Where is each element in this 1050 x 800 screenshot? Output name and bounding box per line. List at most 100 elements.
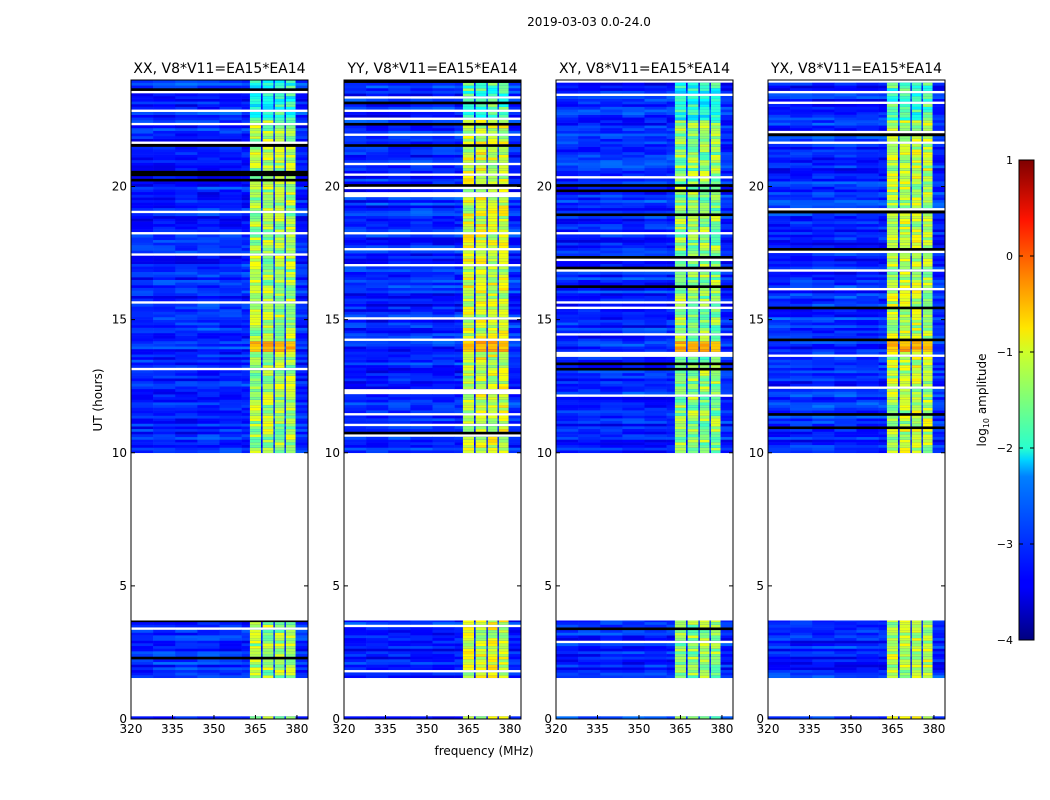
heatmap-cell <box>487 629 498 633</box>
heatmap-cell <box>175 138 198 142</box>
heatmap-cell <box>175 223 198 227</box>
heatmap-cell <box>600 338 623 342</box>
heatmap-cell <box>131 175 154 179</box>
heatmap-cell <box>462 197 474 201</box>
heatmap-cell <box>687 277 699 280</box>
heatmap-cell <box>432 675 455 679</box>
heatmap-cell <box>710 431 721 435</box>
heatmap-cell <box>175 242 198 246</box>
heatmap-cell <box>498 664 522 668</box>
heatmap-cell <box>262 330 274 334</box>
heatmap-cell <box>388 146 411 150</box>
heatmap-cell <box>622 143 645 147</box>
heatmap-cell <box>674 407 686 411</box>
heatmap-cell <box>710 330 721 334</box>
heatmap-cell <box>498 396 509 400</box>
heatmap-cell <box>487 351 498 355</box>
heatmap-cell <box>366 119 389 123</box>
heatmap-cell <box>366 199 389 203</box>
heatmap-cell <box>249 444 261 448</box>
heatmap-cell <box>197 202 220 206</box>
heatmap-cell <box>285 450 296 454</box>
heatmap-cell <box>410 335 433 339</box>
heatmap-cell <box>487 141 498 145</box>
heatmap-cell <box>131 261 154 265</box>
heatmap-cell <box>710 146 721 150</box>
heatmap-cell <box>600 635 623 639</box>
heatmap-cell <box>249 439 261 443</box>
heatmap-cell <box>131 282 154 286</box>
heatmap-cell <box>285 146 296 150</box>
heatmap-cell <box>249 442 261 446</box>
heatmap-cell <box>556 367 733 371</box>
heatmap-cell <box>498 151 522 155</box>
heatmap-cell <box>366 277 389 280</box>
heatmap-cell <box>274 645 285 649</box>
heatmap-cell <box>699 447 710 451</box>
heatmap-cell <box>153 370 176 374</box>
heatmap-cell <box>674 423 686 427</box>
heatmap-cell <box>622 130 645 134</box>
heatmap-cell <box>344 396 367 400</box>
heatmap-cell <box>410 354 433 358</box>
heatmap-cell <box>644 653 667 657</box>
heatmap-cell <box>462 383 474 387</box>
heatmap-cell <box>153 434 176 438</box>
heatmap-cell <box>710 434 734 438</box>
heatmap-cell <box>578 439 601 443</box>
heatmap-cell <box>487 175 498 179</box>
heatmap-cell <box>197 324 220 328</box>
heatmap-cell <box>410 242 433 246</box>
heatmap-cell <box>674 271 686 275</box>
heatmap-cell <box>674 356 686 360</box>
heatmap-cell <box>578 261 601 265</box>
heatmap-cell <box>462 436 474 440</box>
heatmap-cell <box>344 447 367 451</box>
heatmap-cell <box>498 189 522 193</box>
heatmap-cell <box>131 162 154 166</box>
heatmap-cell <box>498 239 509 243</box>
heatmap-cell <box>622 119 645 123</box>
heatmap-cell <box>153 269 176 272</box>
heatmap-cell <box>249 165 261 169</box>
heatmap-cell <box>432 167 455 171</box>
heatmap-cell <box>475 138 487 142</box>
heatmap-cell <box>674 383 686 387</box>
heatmap-cell <box>710 298 721 302</box>
heatmap-cell <box>131 316 154 320</box>
heatmap-cell <box>498 436 509 440</box>
heatmap-cell <box>249 279 261 283</box>
heatmap-cell <box>262 391 274 395</box>
heatmap-cell <box>197 621 220 625</box>
heatmap-cell <box>410 672 433 676</box>
heatmap-cell <box>274 285 285 288</box>
heatmap-cell <box>344 420 367 424</box>
heatmap-cell <box>674 253 686 257</box>
heatmap-cell <box>432 279 455 283</box>
heatmap-cell <box>644 282 667 286</box>
heatmap-cell <box>622 186 645 190</box>
heatmap-cell <box>556 661 579 665</box>
heatmap-cell <box>687 391 699 395</box>
heatmap-cell <box>432 653 455 657</box>
heatmap-cell <box>344 351 367 355</box>
heatmap-cell <box>131 383 154 387</box>
heatmap-cell <box>462 82 474 86</box>
heatmap-cell <box>344 135 367 139</box>
heatmap-cell <box>153 226 176 230</box>
heatmap-cell <box>498 282 509 286</box>
heatmap-cell <box>710 418 721 422</box>
heatmap-cell <box>462 354 474 358</box>
heatmap-cell <box>432 332 455 336</box>
heatmap-cell <box>600 186 623 190</box>
heatmap-cell <box>274 197 285 201</box>
heatmap-cell <box>687 399 699 403</box>
heatmap-cell <box>285 197 296 201</box>
heatmap-cell <box>487 242 498 246</box>
heatmap-cell <box>366 340 389 344</box>
heatmap-cell <box>622 410 645 414</box>
heatmap-cell <box>578 197 601 201</box>
heatmap-cell <box>600 191 623 195</box>
heatmap-cell <box>274 667 285 671</box>
